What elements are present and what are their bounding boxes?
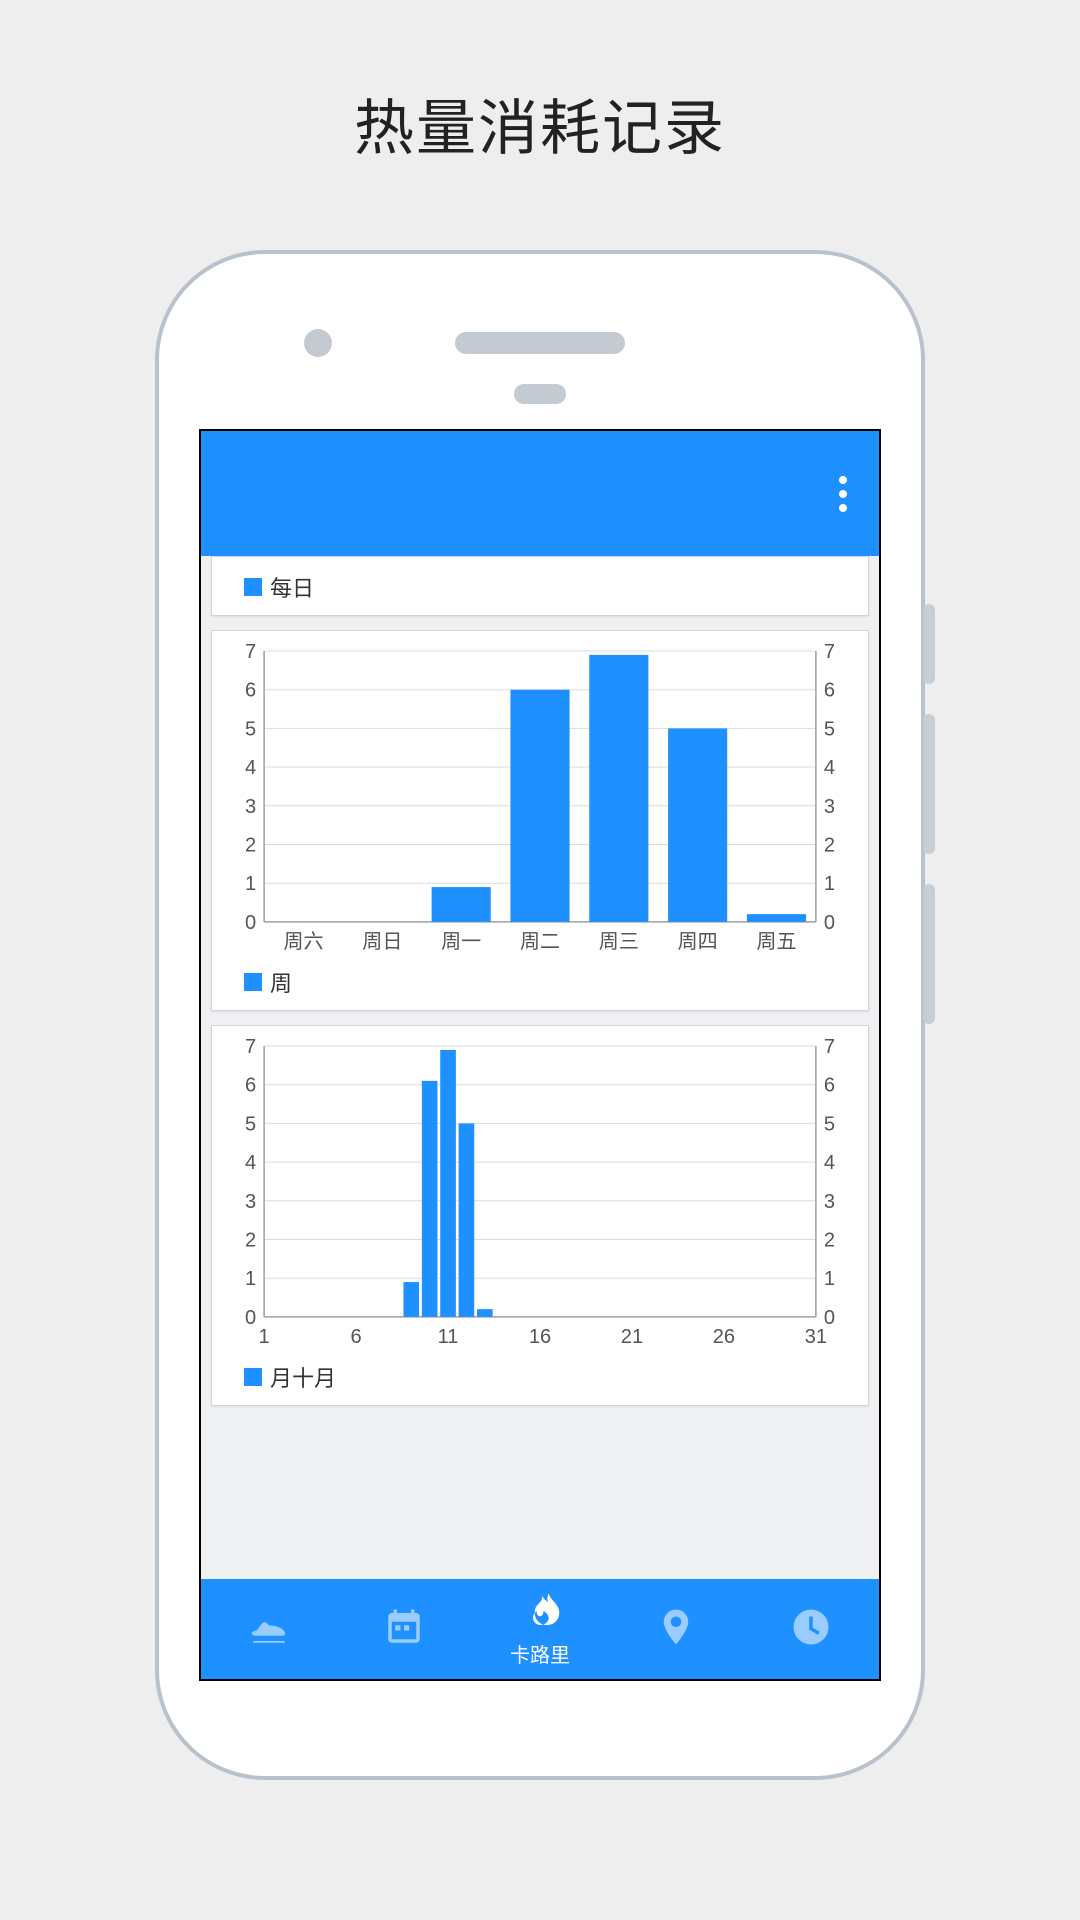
nav-pin[interactable]: 位置	[608, 1579, 744, 1679]
phone-side-button	[923, 884, 935, 1024]
svg-text:2: 2	[824, 1230, 835, 1252]
svg-text:6: 6	[351, 1326, 362, 1348]
svg-text:5: 5	[824, 718, 835, 740]
svg-text:1: 1	[824, 873, 835, 895]
nav-label: 卡路里	[510, 1639, 570, 1668]
svg-text:周六: 周六	[283, 930, 323, 953]
svg-text:5: 5	[245, 718, 256, 740]
svg-text:1: 1	[245, 1268, 256, 1290]
week-chart: 0 0 1 1 2 2 3 3 4 4 5 5 6 6 7 7 周六 周日 周一 周二 周三 周四 周五	[224, 641, 856, 962]
month-legend: 月十月	[224, 1357, 856, 1395]
week-chart-svg: 0 0 1 1 2 2 3 3 4 4 5 5 6 6 7 7 周六 周日 周一 周二 周三 周四 周五	[224, 641, 856, 962]
daily-card: 每日	[211, 556, 869, 616]
svg-text:2: 2	[245, 835, 256, 857]
svg-text:周一: 周一	[441, 931, 481, 953]
svg-text:3: 3	[245, 1191, 256, 1213]
pin-icon	[655, 1606, 697, 1653]
week-card: 0 0 1 1 2 2 3 3 4 4 5 5 6 6 7 7 周六 周日 周一 周二 周三 周四 周五 周	[211, 630, 869, 1011]
svg-text:7: 7	[245, 1036, 256, 1058]
app-screen: 每日 0011223344556677周六周日周一周二周三周四周五 周 0011…	[199, 429, 881, 1681]
phone-frame: 每日 0011223344556677周六周日周一周二周三周四周五 周 0011…	[155, 250, 925, 1780]
legend-swatch	[244, 973, 262, 991]
content-scroll[interactable]: 每日 0011223344556677周六周日周一周二周三周四周五 周 0011…	[201, 556, 879, 1579]
svg-text:0: 0	[245, 912, 256, 934]
month-chart: 0011223344556677161116212631	[224, 1036, 856, 1357]
svg-text:21: 21	[621, 1326, 643, 1348]
svg-text:1: 1	[824, 1268, 835, 1290]
month-chart-svg: 0011223344556677161116212631	[224, 1036, 856, 1357]
bottom-nav: 步数日历卡路里 位置时间	[201, 1579, 879, 1679]
svg-text:周四: 周四	[678, 931, 718, 953]
svg-text:4: 4	[245, 757, 256, 779]
daily-legend: 每日	[224, 567, 856, 605]
svg-text:5: 5	[245, 1113, 256, 1135]
svg-text:6: 6	[824, 1075, 835, 1097]
month-legend-label: 月十月	[270, 1361, 336, 1393]
phone-top-hardware	[159, 254, 921, 424]
svg-text:3: 3	[245, 796, 256, 818]
svg-text:2: 2	[245, 1230, 256, 1252]
calendar-icon	[383, 1606, 425, 1653]
legend-swatch	[244, 1368, 262, 1386]
nav-clock[interactable]: 时间	[743, 1579, 879, 1679]
svg-text:2: 2	[824, 835, 835, 857]
svg-text:周日: 周日	[362, 931, 402, 953]
svg-text:7: 7	[824, 1036, 835, 1058]
svg-text:周三: 周三	[599, 931, 639, 953]
page-title: 热量消耗记录	[0, 0, 1080, 167]
shoe-icon	[248, 1606, 290, 1653]
week-legend-label: 周	[270, 966, 292, 998]
svg-text:6: 6	[245, 680, 256, 702]
svg-text:周五: 周五	[756, 931, 796, 953]
svg-text:4: 4	[824, 1152, 835, 1174]
phone-side-button	[923, 604, 935, 684]
svg-text:5: 5	[824, 1113, 835, 1135]
nav-shoe[interactable]: 步数	[201, 1579, 337, 1679]
clock-icon	[790, 1606, 832, 1653]
daily-legend-label: 每日	[270, 571, 314, 603]
svg-text:26: 26	[713, 1326, 735, 1348]
legend-swatch	[244, 578, 262, 596]
svg-text:6: 6	[824, 680, 835, 702]
svg-text:周二: 周二	[520, 931, 560, 953]
svg-text:6: 6	[245, 1075, 256, 1097]
phone-sensor	[514, 384, 566, 404]
app-bar	[201, 431, 879, 556]
fire-icon	[519, 1590, 561, 1637]
phone-camera-icon	[304, 329, 332, 357]
svg-text:11: 11	[438, 1326, 459, 1348]
svg-text:0: 0	[245, 1307, 256, 1329]
svg-text:31: 31	[805, 1326, 827, 1348]
svg-text:7: 7	[824, 641, 835, 663]
svg-text:16: 16	[529, 1326, 551, 1348]
svg-text:3: 3	[824, 1191, 835, 1213]
svg-text:1: 1	[259, 1326, 270, 1348]
svg-text:0: 0	[824, 912, 835, 934]
overflow-menu-button[interactable]	[831, 476, 855, 512]
phone-side-button	[923, 714, 935, 854]
svg-text:3: 3	[824, 796, 835, 818]
svg-text:4: 4	[824, 757, 835, 779]
phone-speaker	[455, 332, 625, 354]
nav-fire[interactable]: 卡路里	[472, 1579, 608, 1679]
month-card: 0011223344556677161116212631 月十月	[211, 1025, 869, 1406]
svg-text:1: 1	[245, 873, 256, 895]
svg-text:4: 4	[245, 1152, 256, 1174]
nav-calendar[interactable]: 日历	[337, 1579, 473, 1679]
svg-text:7: 7	[245, 641, 256, 663]
week-legend: 周	[224, 962, 856, 1000]
